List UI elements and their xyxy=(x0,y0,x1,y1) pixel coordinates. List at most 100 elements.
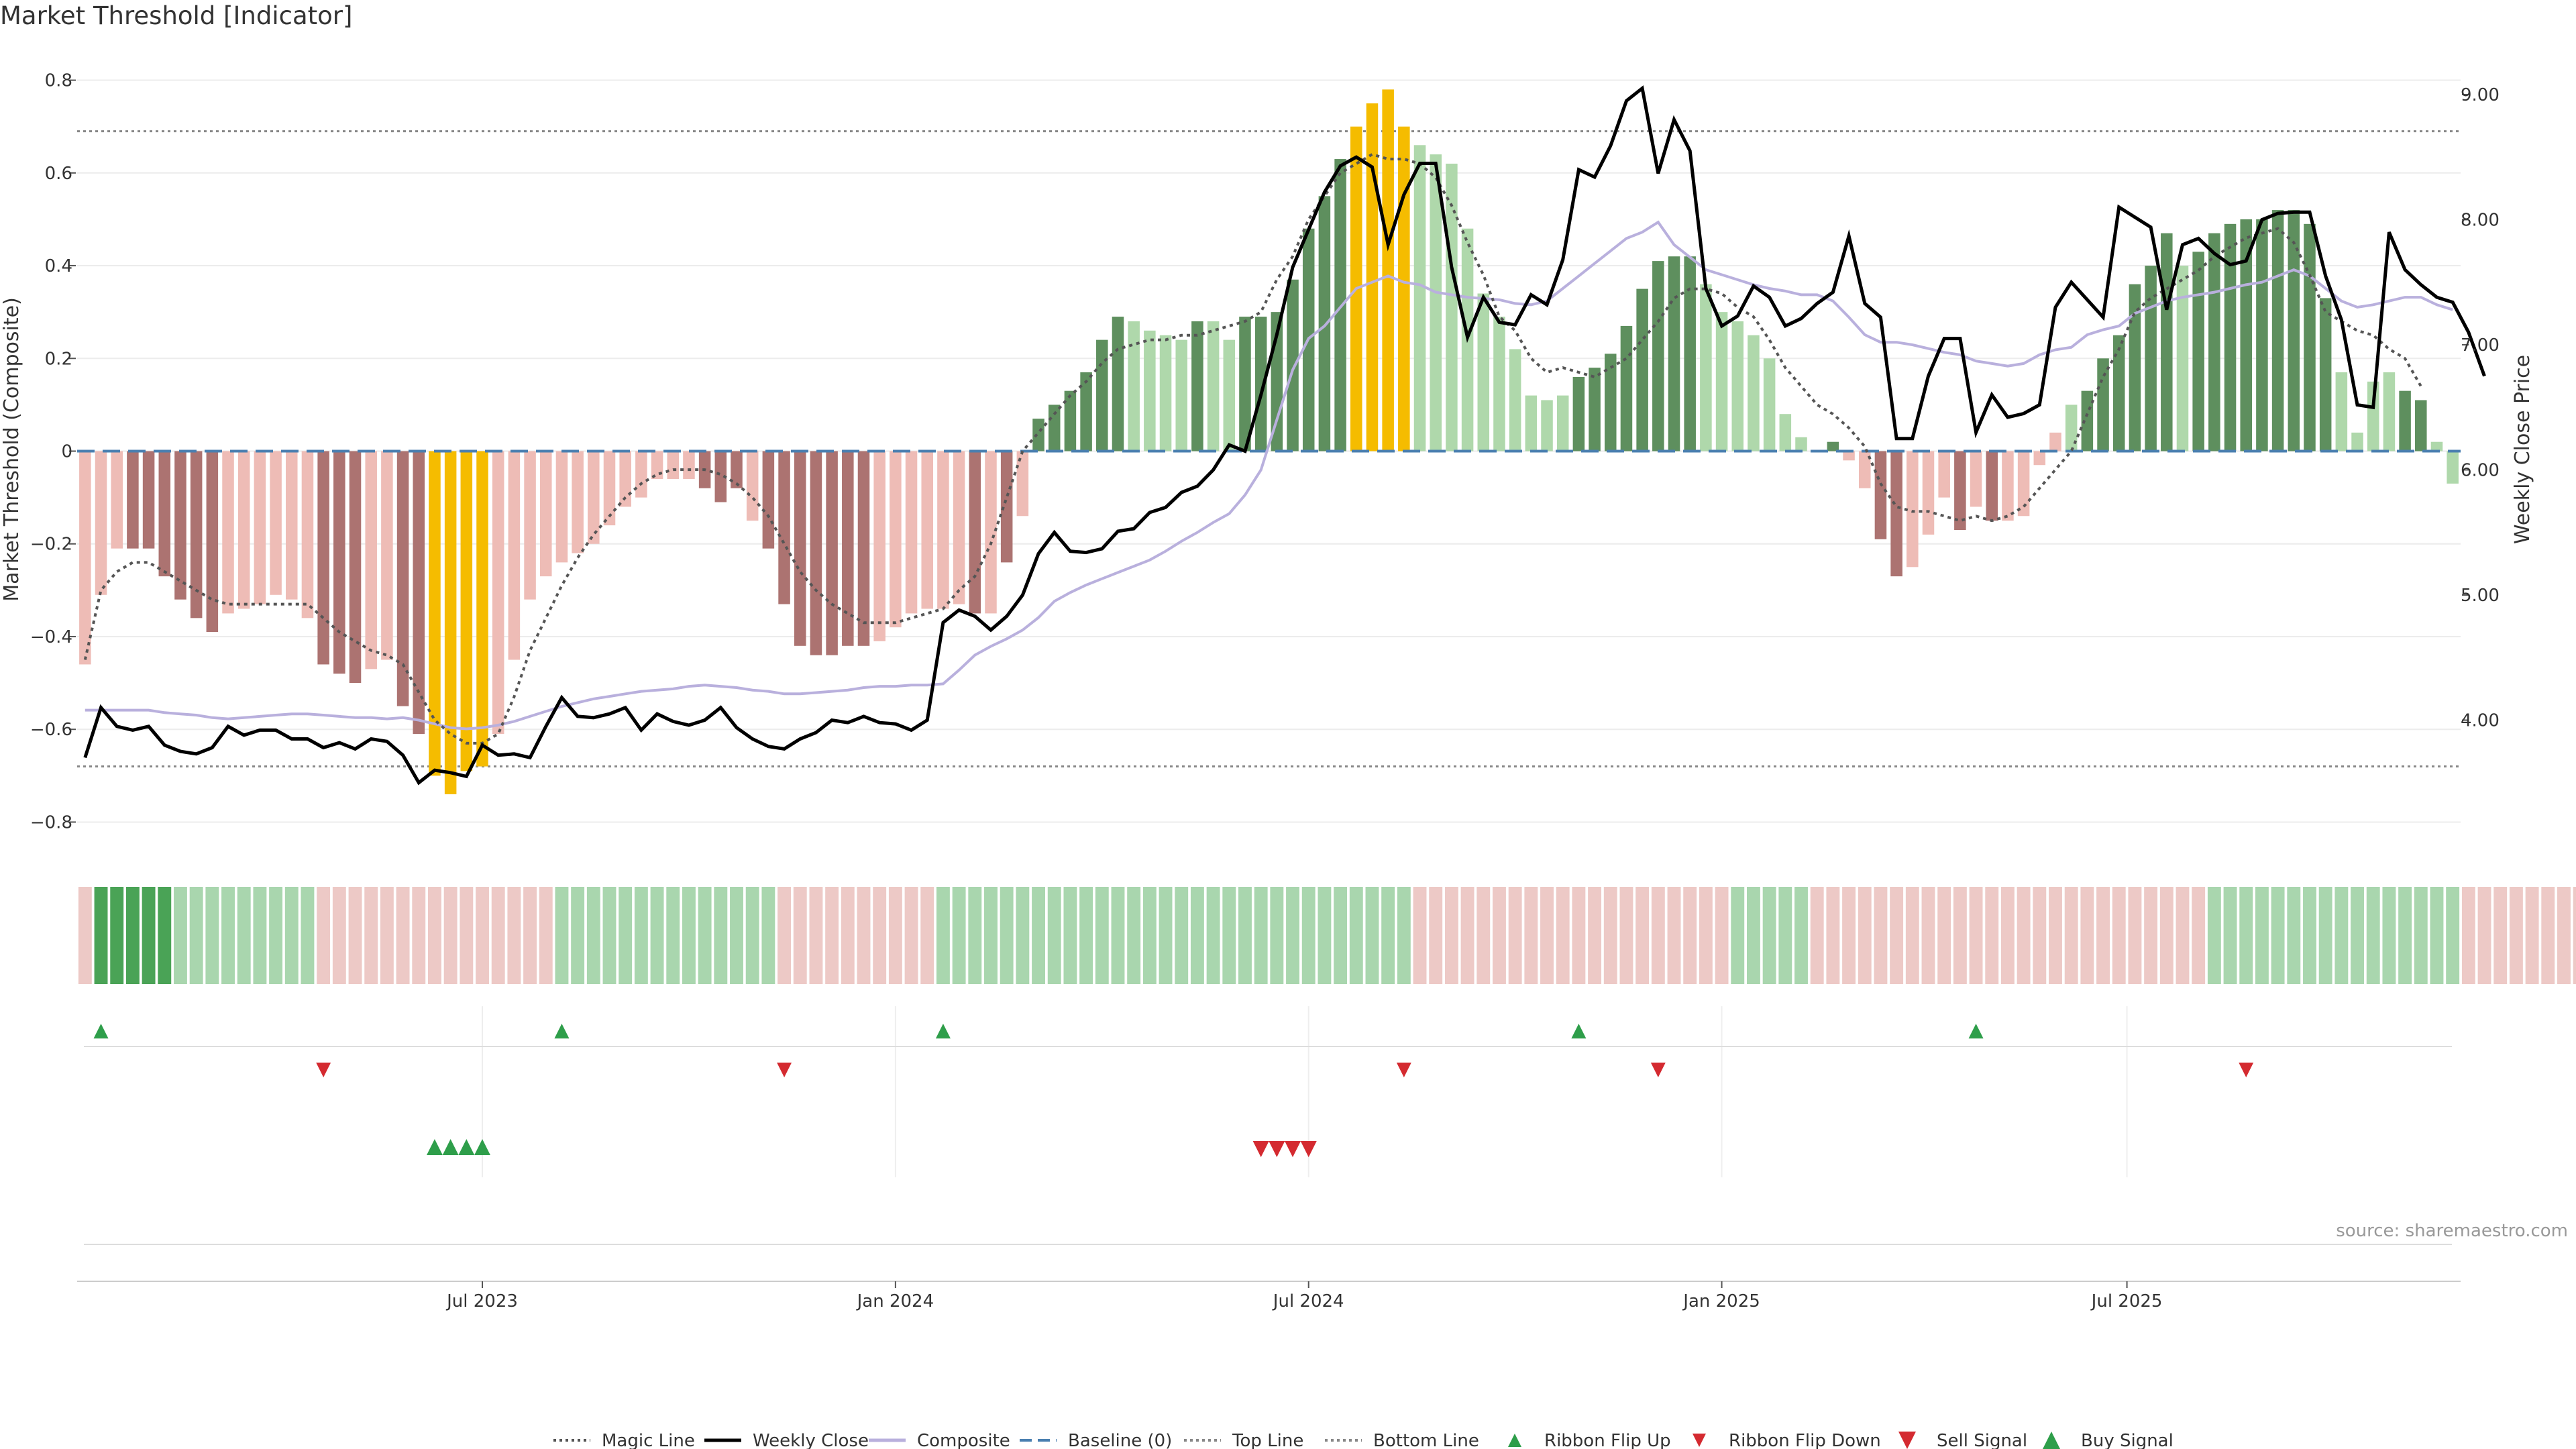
ribbon-cell xyxy=(602,887,616,984)
composite-bar xyxy=(1795,437,1807,451)
composite-bar xyxy=(2145,266,2157,451)
ribbon-cell xyxy=(412,887,426,984)
y-tick-label: 0.2 xyxy=(45,349,72,369)
ribbon-cell xyxy=(396,887,410,984)
legend-item: Top Line xyxy=(1184,1431,1303,1449)
composite-bar xyxy=(2240,219,2252,451)
y-tick-label: 0.4 xyxy=(45,256,72,276)
buy-signal-marker xyxy=(474,1139,491,1155)
ribbon-cell xyxy=(1460,887,1474,984)
ribbon-cell xyxy=(1493,887,1506,984)
ribbon-flip-down-marker xyxy=(777,1063,792,1077)
ribbon-cell xyxy=(1349,887,1363,984)
composite-bar xyxy=(1207,321,1220,451)
composite-bar xyxy=(826,451,838,655)
buy-signal-marker xyxy=(442,1139,459,1155)
legend-label: Weekly Close xyxy=(753,1431,869,1449)
ribbon-cell xyxy=(619,887,633,984)
composite-bar xyxy=(1144,330,1156,451)
ribbon-cell xyxy=(1508,887,1522,984)
ribbon-cell xyxy=(1683,887,1697,984)
composite-bar xyxy=(492,451,504,735)
composite-bar xyxy=(1668,256,1680,451)
sell-signal-marker xyxy=(1285,1141,1301,1157)
composite-bar xyxy=(460,451,473,771)
composite-bar xyxy=(349,451,362,684)
ribbon-cell xyxy=(2287,887,2301,984)
legend-label: Sell Signal xyxy=(1937,1431,2027,1449)
composite-bar xyxy=(286,451,298,600)
ribbon-cell xyxy=(539,887,553,984)
ribbon-cell xyxy=(158,887,172,984)
ribbon-cell xyxy=(317,887,331,984)
composite-bar xyxy=(1080,372,1092,451)
ribbon-cell xyxy=(809,887,823,984)
legend-item: Composite xyxy=(869,1431,1010,1449)
series-lines xyxy=(77,85,2486,786)
ribbon-cell xyxy=(1810,887,1824,984)
ribbon-cell xyxy=(761,887,775,984)
composite-bar xyxy=(2383,372,2396,451)
ribbon-cell xyxy=(2207,887,2221,984)
ribbon-cell xyxy=(571,887,585,984)
ribbon-cell xyxy=(1190,887,1204,984)
ribbon-cell xyxy=(2064,887,2078,984)
ribbon-cell xyxy=(476,887,489,984)
composite-bar xyxy=(1159,335,1172,451)
composite-bar xyxy=(1128,321,1140,451)
ribbon-cell xyxy=(1238,887,1252,984)
ribbon-cell xyxy=(984,887,998,984)
ribbon-cell xyxy=(1063,887,1077,984)
composite-bar xyxy=(1874,451,1887,539)
signal-markers xyxy=(93,1024,2254,1157)
composite-bar xyxy=(1382,89,1394,451)
ribbon-cell xyxy=(2192,887,2206,984)
ribbon-cell xyxy=(698,887,712,984)
ribbon-cell xyxy=(1079,887,1093,984)
ribbon-cell xyxy=(682,887,696,984)
ribbon-cell xyxy=(1969,887,1983,984)
x-tick-label: Jul 2024 xyxy=(1272,1291,1344,1311)
composite-bar xyxy=(2319,298,2332,451)
composite-bar xyxy=(2129,284,2141,451)
source-note: source: sharemaestro.com xyxy=(2336,1221,2568,1241)
y-tick-label: 0.6 xyxy=(45,164,72,184)
ribbon-cell xyxy=(2096,887,2110,984)
composite-bar xyxy=(873,451,885,641)
composite-bar xyxy=(1032,419,1044,451)
composite-bar xyxy=(254,451,266,604)
composite-bar xyxy=(2256,219,2268,451)
ribbon-cell xyxy=(634,887,648,984)
x-tick-label: Jan 2025 xyxy=(1682,1291,1760,1311)
composite-bar xyxy=(1413,145,1426,451)
ribbon-cell xyxy=(269,887,283,984)
ribbon-flip-up-marker xyxy=(1571,1024,1587,1038)
ribbon-cell xyxy=(2509,887,2523,984)
composite-bars xyxy=(79,89,2459,794)
composite-bar xyxy=(1239,317,1251,451)
composite-bar xyxy=(1430,154,1442,451)
ribbon-cell xyxy=(1524,887,1538,984)
y2-tick-label: 8.00 xyxy=(2461,210,2500,230)
composite-bar xyxy=(1191,321,1203,451)
ribbon-cell xyxy=(1540,887,1554,984)
composite-bar xyxy=(1223,339,1236,451)
ribbon-cell xyxy=(888,887,902,984)
ribbon-cell xyxy=(1047,887,1061,984)
composite-bar xyxy=(1556,395,1569,451)
composite-bar xyxy=(1096,339,1108,451)
composite-bar xyxy=(429,451,441,776)
ribbon-cell xyxy=(1603,887,1617,984)
ribbon-cell xyxy=(1318,887,1332,984)
composite-bar xyxy=(842,451,854,646)
ribbon-cell xyxy=(1937,887,1951,984)
ribbon-cell xyxy=(491,887,505,984)
composite-bar xyxy=(2112,335,2125,451)
composite-bar xyxy=(2271,210,2284,451)
y-tick-label: −0.2 xyxy=(30,535,72,555)
legend-swatch xyxy=(1898,1432,1916,1449)
composite-bar xyxy=(2415,400,2427,451)
composite-bar xyxy=(1731,321,1744,451)
legend-item: Ribbon Flip Down xyxy=(1693,1431,1881,1449)
ribbon-cell xyxy=(2477,887,2491,984)
